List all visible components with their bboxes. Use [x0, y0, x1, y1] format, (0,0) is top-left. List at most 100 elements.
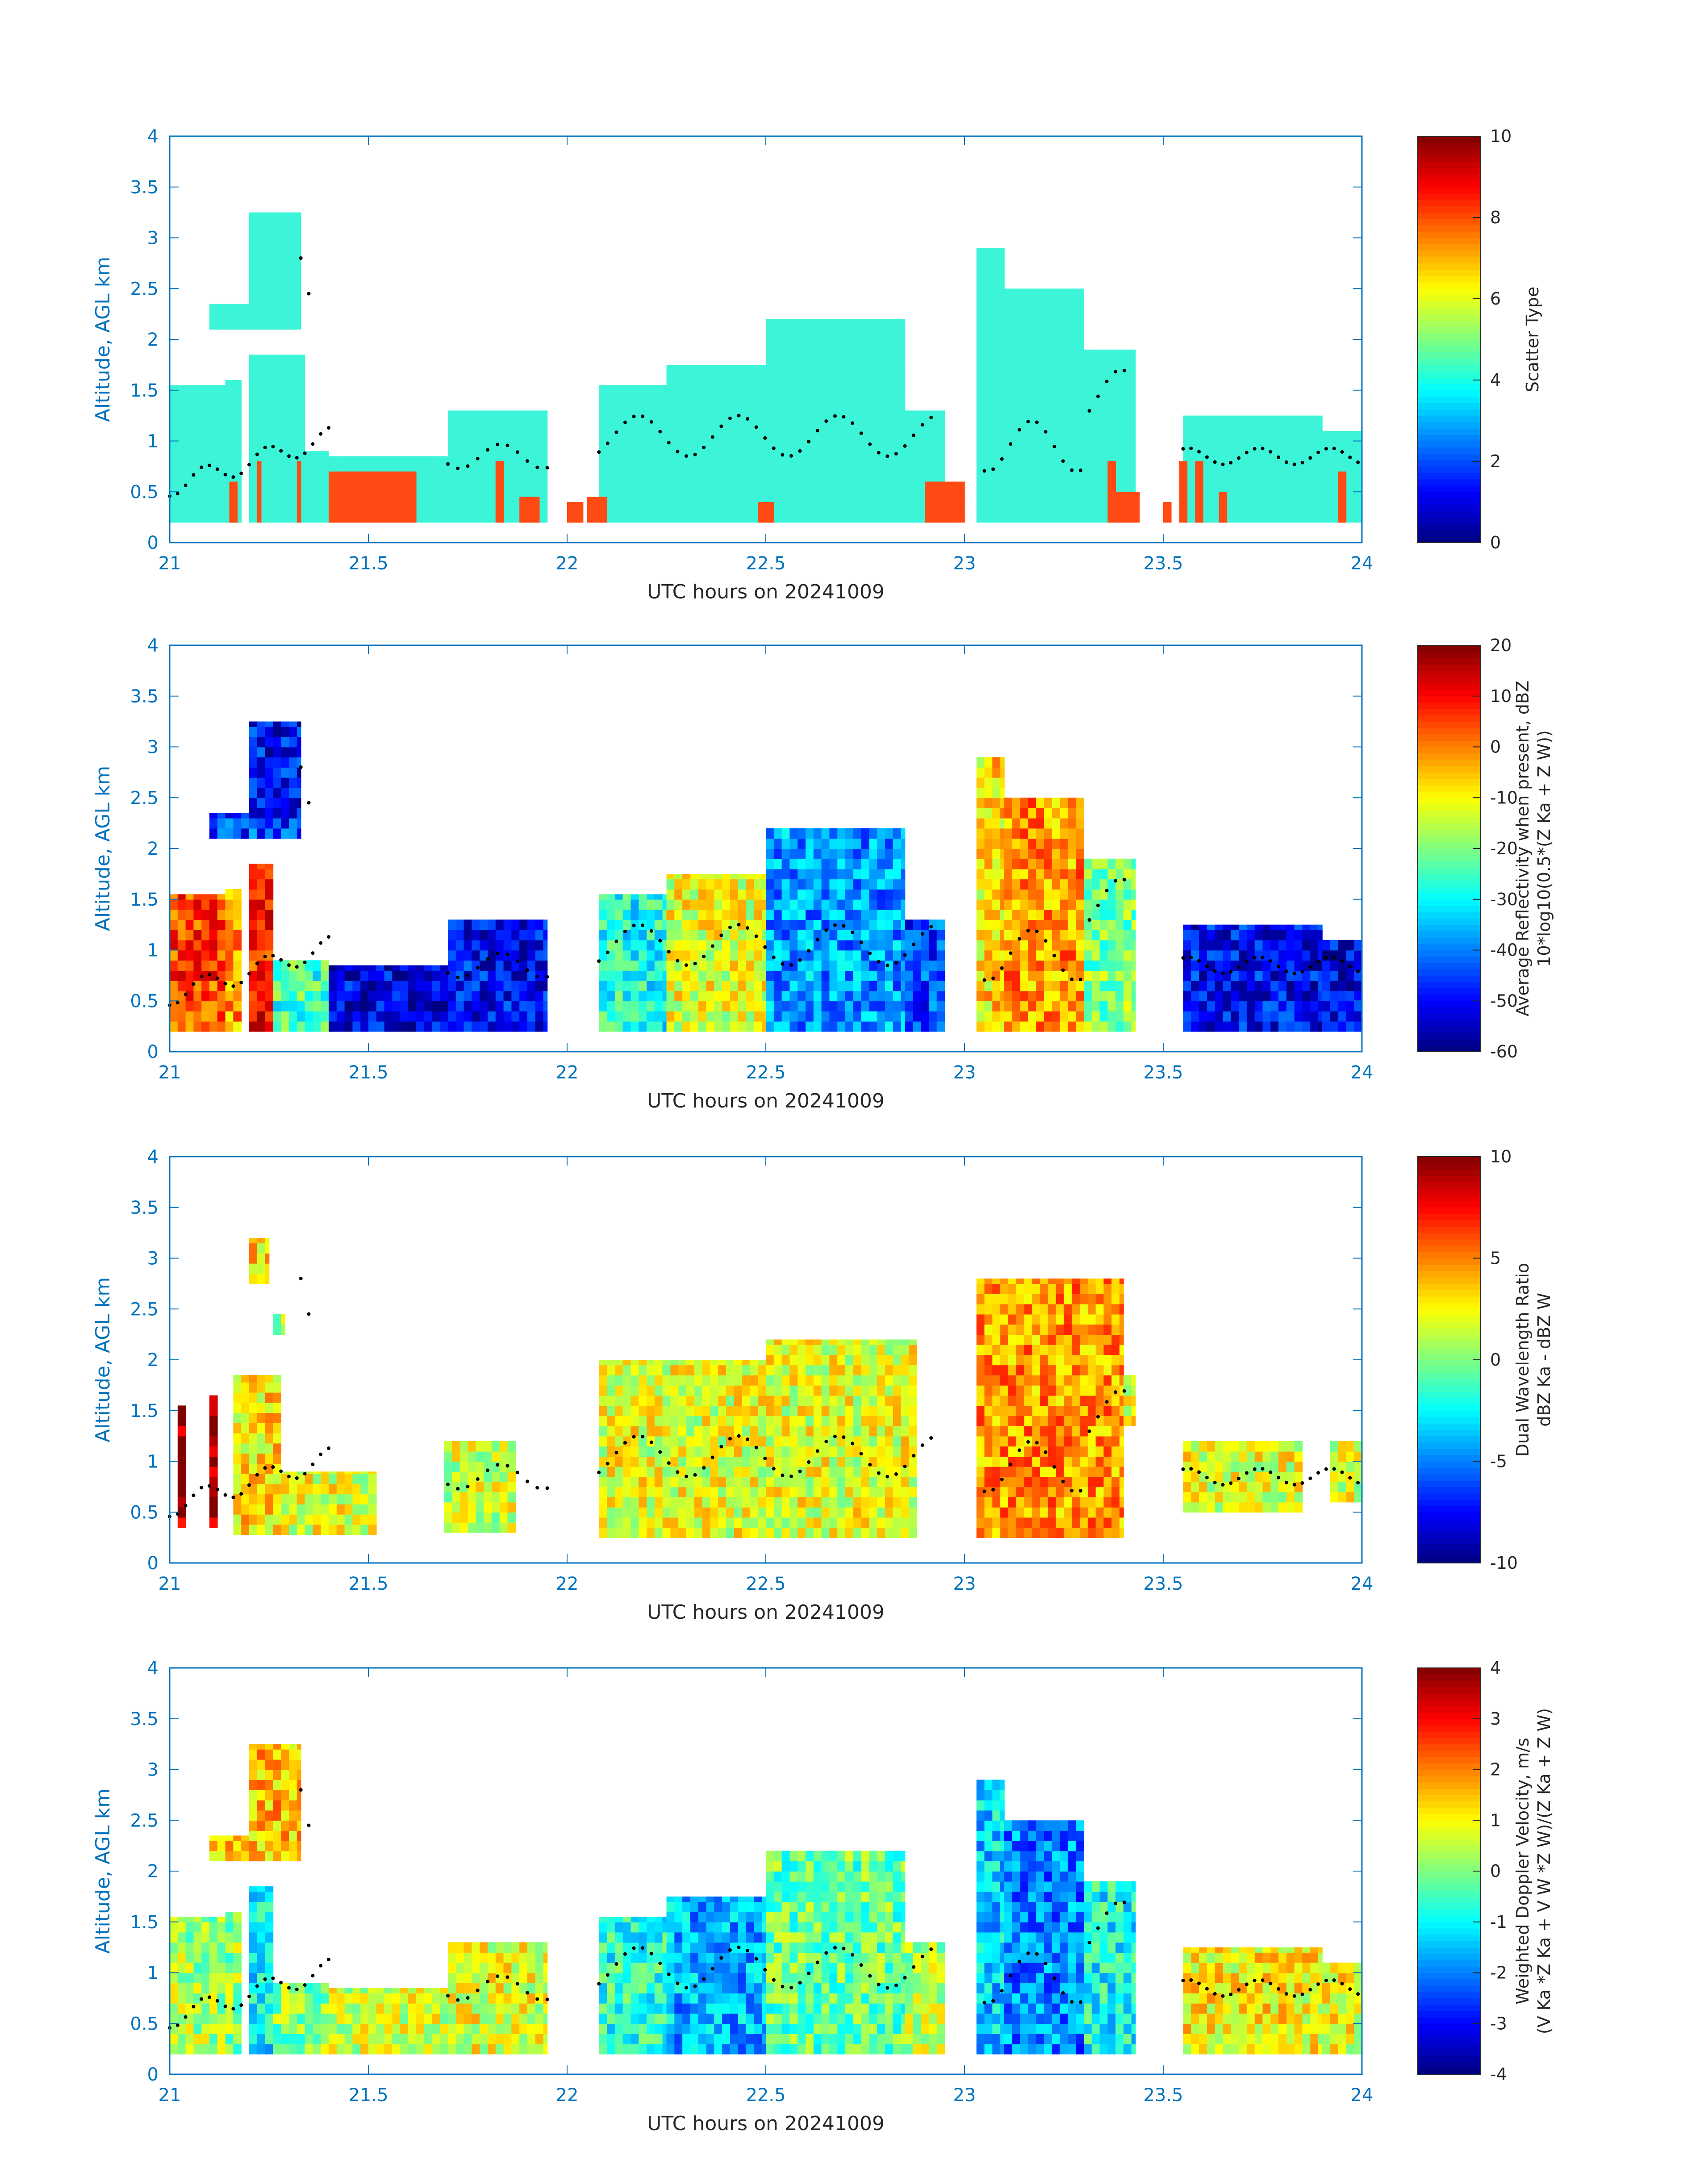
- heatmap-cell: [352, 1011, 361, 1022]
- heatmap-cell: [1012, 808, 1021, 819]
- heatmap-cell: [647, 980, 655, 991]
- heatmap-cell: [674, 380, 683, 391]
- heatmap-cell: [185, 1011, 194, 1022]
- heatmap-cell: [1322, 451, 1331, 462]
- heatmap-cell: [1270, 1021, 1279, 1032]
- heatmap-cell: [905, 410, 914, 421]
- heatmap-cell: [273, 1473, 281, 1484]
- heatmap-cell: [1195, 481, 1203, 493]
- heatmap-cell: [992, 818, 1001, 829]
- heatmap-cell: [257, 441, 266, 452]
- heatmap-cell: [1115, 980, 1124, 991]
- heatmap-cell: [233, 319, 242, 330]
- heatmap-cell: [674, 1021, 683, 1032]
- height-marker-dot: [1017, 937, 1021, 941]
- heatmap-cell: [762, 990, 766, 1002]
- heatmap-cell: [1270, 924, 1279, 930]
- heatmap-cell: [1215, 421, 1224, 431]
- heatmap-cell: [296, 747, 301, 758]
- heatmap-cell: [360, 1011, 369, 1022]
- heatmap-cell: [992, 421, 1001, 431]
- heatmap-cell: [746, 879, 755, 890]
- heatmap-cell: [674, 960, 683, 971]
- heatmap-cell: [511, 471, 520, 482]
- heatmap-cell: [1322, 481, 1331, 493]
- heatmap-cell: [1207, 940, 1215, 951]
- heatmap-cell: [344, 1524, 353, 1535]
- heatmap-cell: [754, 380, 762, 391]
- heatmap-cell: [233, 1423, 242, 1433]
- heatmap-cell: [352, 1524, 361, 1535]
- heatmap-cell: [185, 970, 194, 981]
- heatmap-cell: [853, 838, 862, 849]
- heatmap-cell: [698, 471, 707, 482]
- heatmap-cell: [821, 909, 830, 920]
- heatmap-cell: [249, 1392, 258, 1403]
- heatmap-cell: [201, 400, 210, 411]
- heatmap-cell: [901, 919, 906, 930]
- heatmap-cell: [829, 421, 838, 431]
- heatmap-cell: [257, 481, 262, 493]
- heatmap-cell: [1231, 502, 1239, 513]
- heatmap-cell: [1068, 329, 1076, 340]
- heatmap-cell: [1028, 899, 1036, 910]
- heatmap-cell: [527, 497, 536, 502]
- heatmap-cell: [1004, 461, 1013, 472]
- heatmap-cell: [451, 1492, 460, 1503]
- heatmap-cell: [603, 502, 607, 513]
- heatmap-cell: [662, 990, 667, 1002]
- heatmap-cell: [459, 1502, 468, 1513]
- heatmap-cell: [845, 512, 854, 523]
- heatmap-cell: [654, 451, 663, 462]
- heatmap-cell: [647, 970, 655, 981]
- heatmap-cell: [273, 1453, 281, 1464]
- heatmap-cell: [885, 349, 894, 360]
- heatmap-cell: [511, 970, 520, 981]
- heatmap-cell: [281, 721, 289, 727]
- heatmap-cell: [992, 980, 1001, 991]
- colorbar-swatch: [1418, 994, 1480, 1001]
- heatmap-cell: [722, 421, 731, 431]
- heatmap-cell: [440, 456, 448, 462]
- heatmap-cell: [464, 481, 472, 493]
- heatmap-cell: [738, 930, 747, 940]
- heatmap-cell: [1052, 838, 1061, 849]
- height-marker-dot: [702, 445, 706, 449]
- heatmap-cell: [789, 349, 798, 360]
- heatmap-cell: [1052, 461, 1061, 472]
- heatmap-cell: [754, 1011, 762, 1022]
- heatmap-cell: [905, 512, 914, 523]
- heatmap-cell: [313, 1021, 321, 1032]
- heatmap-cell: [265, 864, 274, 869]
- heatmap-cell: [193, 481, 202, 493]
- heatmap-cell: [249, 940, 258, 951]
- heatmap-cell: [193, 950, 202, 961]
- heatmap-cell: [511, 930, 520, 940]
- colorbar-swatch: [1418, 371, 1480, 378]
- heatmap-cell: [781, 349, 790, 360]
- heatmap-cell: [185, 492, 194, 502]
- heatmap-cell: [631, 512, 639, 523]
- heatmap-cell: [869, 512, 877, 523]
- heatmap-cell: [225, 980, 234, 991]
- heatmap-cell: [631, 441, 639, 452]
- heatmap-cell: [1036, 288, 1044, 299]
- heatmap-cell: [861, 940, 870, 951]
- heatmap-cell: [170, 940, 178, 951]
- heatmap-cell: [976, 329, 985, 340]
- heatmap-cell: [392, 481, 401, 493]
- heatmap-cell: [877, 930, 885, 940]
- heatmap-cell: [813, 492, 822, 502]
- heatmap-cell: [738, 380, 747, 391]
- heatmap-cell: [869, 339, 877, 350]
- heatmap-cell: [1036, 960, 1044, 971]
- heatmap-cell: [1060, 940, 1069, 951]
- height-marker-dot: [327, 935, 330, 939]
- heatmap-cell: [662, 400, 667, 411]
- heatmap-cell: [1036, 889, 1044, 900]
- heatmap-cell: [488, 481, 496, 493]
- heatmap-cell: [1020, 451, 1029, 462]
- heatmap-cell: [495, 410, 504, 421]
- heatmap-cell: [1099, 430, 1108, 442]
- heatmap-cell: [281, 1524, 289, 1535]
